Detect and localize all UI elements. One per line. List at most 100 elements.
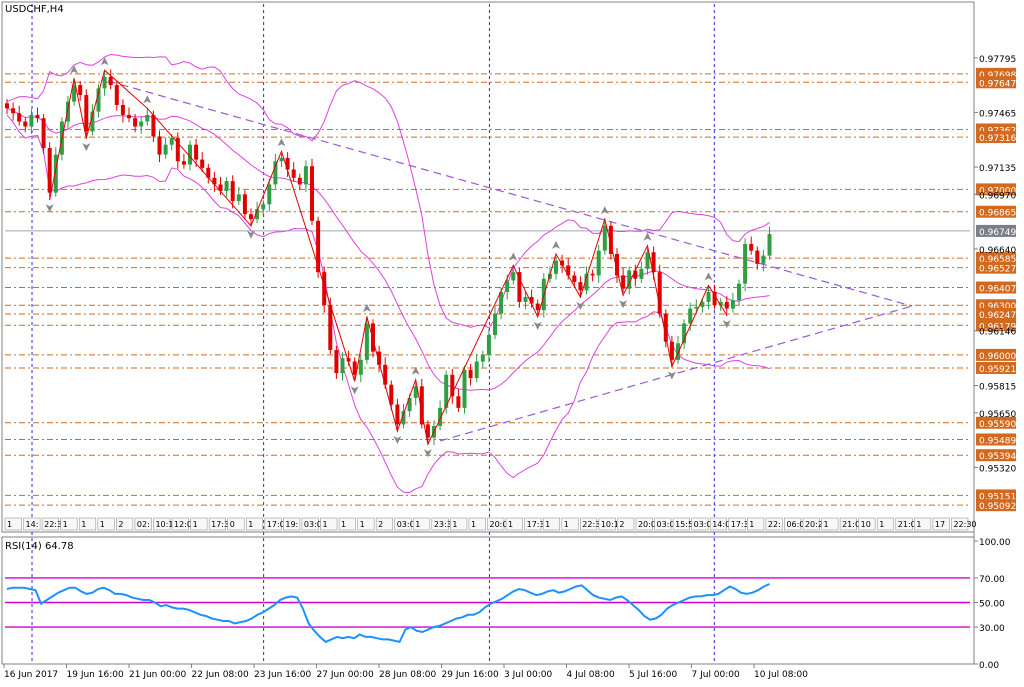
session-label-box <box>4 517 22 531</box>
candle-bear <box>230 181 235 201</box>
time-axis-label: 29 Jun 16:00 <box>442 670 499 680</box>
session-time-label: 19: <box>285 520 298 529</box>
candle-bull <box>139 121 144 127</box>
candle-bull <box>444 374 449 408</box>
candle-bear <box>157 136 162 155</box>
candle-bull <box>188 144 192 165</box>
candle-bear <box>120 104 125 115</box>
candle-bear <box>578 282 583 291</box>
session-label-box <box>672 517 690 531</box>
session-label-box <box>375 517 394 531</box>
candle-bear <box>633 270 638 279</box>
candle-bull <box>236 194 241 201</box>
candle-bull <box>438 407 443 427</box>
candle-bull <box>645 252 650 269</box>
session-time-label: 1 <box>415 520 420 529</box>
candle-bull <box>554 260 558 274</box>
time-axis-label: 27 Jun 00:00 <box>317 670 374 680</box>
time-axis-label: 5 Jul 16:00 <box>629 670 678 680</box>
session-time-label: 1 <box>193 520 198 529</box>
level-price-tag <box>976 433 1016 446</box>
candle-bull <box>169 138 174 145</box>
candle-bull <box>90 111 95 132</box>
level-price-tag <box>976 361 1016 374</box>
candle-bear <box>47 148 52 193</box>
session-label-box <box>208 517 226 531</box>
time-axis-label: 4 Jul 08:00 <box>567 670 616 680</box>
session-label-box <box>264 517 282 531</box>
session-time-label: 1 <box>916 520 921 529</box>
price-tick-label: 0.97135 <box>979 164 1016 174</box>
session-time-label: 1 <box>7 520 12 529</box>
candle-bull <box>486 335 491 355</box>
candle-bear <box>749 244 754 251</box>
level-price-label: 0.96179 <box>979 322 1016 332</box>
session-label-box <box>728 517 746 531</box>
time-axis-label: 23 Jun 16:00 <box>254 670 311 680</box>
candle-bull <box>358 359 363 375</box>
session-time-label: 03:00 <box>694 520 717 529</box>
session-label-box <box>858 517 876 531</box>
candle-bull <box>261 204 266 210</box>
candle-bear <box>621 275 626 289</box>
candle-bull <box>303 166 308 185</box>
session-time-label: 20:00 <box>490 520 513 529</box>
candle-bull <box>413 386 418 398</box>
session-label-box <box>431 517 449 531</box>
session-time-label: 03:00 <box>304 520 327 529</box>
session-label-box <box>876 517 895 531</box>
session-time-label: 23:30 <box>434 520 457 529</box>
session-time-label: 14: <box>26 520 39 529</box>
session-label-box <box>41 517 59 531</box>
candle-bear <box>450 374 455 397</box>
session-time-label: 1 <box>824 520 829 529</box>
session-time-label: 17:30 <box>211 520 234 529</box>
candle-bear <box>35 114 40 119</box>
level-price-label: 0.96585 <box>979 255 1016 265</box>
candle-bear <box>11 108 16 114</box>
candle-bull <box>700 301 705 307</box>
candle-bear <box>127 114 131 119</box>
rsi-title: RSI(14) 64.78 <box>5 541 74 552</box>
price-tick-label: 0.96146 <box>979 328 1016 338</box>
session-time-label: 14:00 <box>712 520 735 529</box>
candle-bull <box>767 234 772 256</box>
session-label-box <box>561 517 579 531</box>
candle-bull <box>364 323 369 360</box>
session-label-box <box>542 517 561 531</box>
candle-bear <box>108 76 113 86</box>
candle-bear <box>285 157 290 170</box>
level-price-label: 0.97647 <box>979 79 1016 89</box>
session-time-label: 1 <box>341 520 346 529</box>
candle-bear <box>41 118 46 148</box>
session-time-label: 2 <box>619 520 624 529</box>
session-time-label: 22:3( <box>44 520 65 529</box>
session-label-box <box>245 517 264 531</box>
level-price-label: 0.97698 <box>979 71 1016 81</box>
level-price-label: 0.95489 <box>979 436 1016 446</box>
fractal-up-arrow <box>643 232 652 241</box>
candle-bear <box>181 161 186 165</box>
level-price-label: 0.95394 <box>979 452 1016 462</box>
candle-bull <box>267 184 272 205</box>
candle-bull <box>66 101 70 122</box>
session-label-box <box>283 517 301 531</box>
candle-bear <box>572 275 577 283</box>
candle-bull <box>743 244 748 284</box>
candle-bear <box>657 272 662 314</box>
candle-bull <box>474 361 479 379</box>
level-price-tag <box>976 76 1016 89</box>
session-label-box <box>951 517 969 531</box>
candle-bear <box>389 384 394 405</box>
triangle-upper-trendline <box>107 80 913 307</box>
session-label-box <box>227 517 245 531</box>
level-price-label: 0.95151 <box>979 492 1016 502</box>
session-time-label: 06:05 <box>786 520 809 529</box>
session-time-label: 10 <box>861 520 871 529</box>
session-label-box <box>524 517 542 531</box>
session-label-box <box>617 517 635 531</box>
price-tick-label: 0.96640 <box>979 246 1016 256</box>
candle-bull <box>96 88 101 112</box>
